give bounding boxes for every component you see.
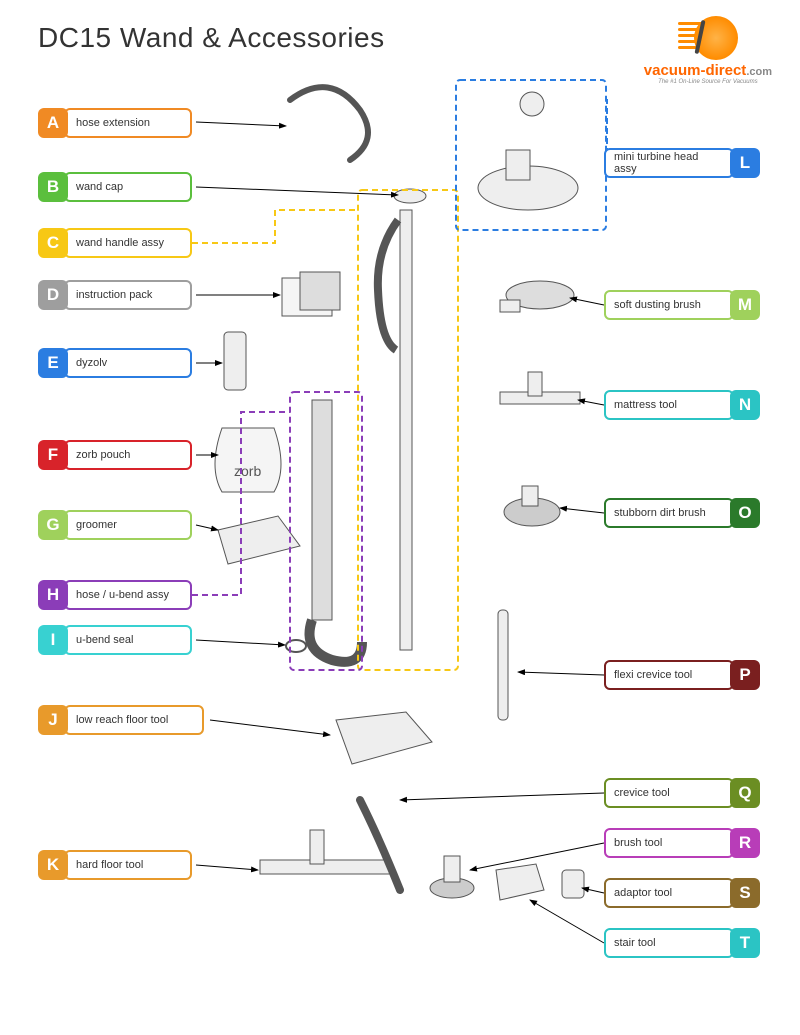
label-text-Q: crevice tool	[604, 778, 734, 808]
label-text-M: soft dusting brush	[604, 290, 734, 320]
label-letter-Q: Q	[730, 778, 760, 808]
arrow-P	[518, 672, 604, 675]
label-A: Ahose extension	[38, 108, 192, 138]
label-B: Bwand cap	[38, 172, 192, 202]
arrow-J	[210, 720, 330, 735]
arrow-M	[570, 298, 604, 305]
arrow-O	[560, 508, 604, 513]
label-text-E: dyzolv	[64, 348, 192, 378]
label-letter-O: O	[730, 498, 760, 528]
label-text-G: groomer	[64, 510, 192, 540]
arrow-Q	[400, 793, 604, 800]
arrow-A	[196, 122, 286, 126]
label-letter-I: I	[38, 625, 68, 655]
label-text-B: wand cap	[64, 172, 192, 202]
label-text-F: zorb pouch	[64, 440, 192, 470]
label-L: Lmini turbine head assy	[604, 148, 760, 178]
label-text-C: wand handle assy	[64, 228, 192, 258]
label-P: Pflexi crevice tool	[604, 660, 760, 690]
label-T: Tstair tool	[604, 928, 760, 958]
label-text-S: adaptor tool	[604, 878, 734, 908]
label-letter-M: M	[730, 290, 760, 320]
arrow-I	[196, 640, 285, 645]
dashed-box-L	[456, 80, 606, 230]
arrow-R	[470, 843, 604, 870]
label-C: Cwand handle assy	[38, 228, 192, 258]
dashed-box-C	[358, 190, 458, 670]
label-S: Sadaptor tool	[604, 878, 760, 908]
dashed-connector-H	[192, 412, 290, 595]
label-letter-K: K	[38, 850, 68, 880]
label-letter-G: G	[38, 510, 68, 540]
label-letter-E: E	[38, 348, 68, 378]
label-Q: Qcrevice tool	[604, 778, 760, 808]
arrow-B	[196, 187, 398, 195]
label-letter-N: N	[730, 390, 760, 420]
label-letter-C: C	[38, 228, 68, 258]
label-G: Ggroomer	[38, 510, 192, 540]
label-text-D: instruction pack	[64, 280, 192, 310]
label-D: Dinstruction pack	[38, 280, 192, 310]
label-text-L: mini turbine head assy	[604, 148, 734, 178]
label-text-H: hose / u-bend assy	[64, 580, 192, 610]
label-letter-R: R	[730, 828, 760, 858]
dashed-connector-C	[192, 210, 358, 243]
label-text-N: mattress tool	[604, 390, 734, 420]
label-F: Fzorb pouch	[38, 440, 192, 470]
arrow-T	[530, 900, 604, 943]
label-text-T: stair tool	[604, 928, 734, 958]
label-E: Edyzolv	[38, 348, 192, 378]
logo-mark	[678, 16, 738, 60]
logo-tagline: The #1 On-Line Source For Vacuums	[644, 79, 772, 85]
label-K: Khard floor tool	[38, 850, 192, 880]
label-letter-H: H	[38, 580, 68, 610]
label-text-P: flexi crevice tool	[604, 660, 734, 690]
svg-text:zorb: zorb	[234, 463, 261, 479]
label-O: Ostubborn dirt brush	[604, 498, 760, 528]
arrow-N	[578, 400, 604, 405]
label-letter-P: P	[730, 660, 760, 690]
label-letter-J: J	[38, 705, 68, 735]
label-I: Iu-bend seal	[38, 625, 192, 655]
label-letter-T: T	[730, 928, 760, 958]
label-letter-L: L	[730, 148, 760, 178]
label-J: Jlow reach floor tool	[38, 705, 204, 735]
label-text-I: u-bend seal	[64, 625, 192, 655]
label-text-A: hose extension	[64, 108, 192, 138]
label-H: Hhose / u-bend assy	[38, 580, 192, 610]
label-letter-S: S	[730, 878, 760, 908]
arrow-G	[196, 525, 218, 530]
label-letter-D: D	[38, 280, 68, 310]
arrow-S	[582, 888, 604, 893]
brand-logo: vacuum-direct.com The #1 On-Line Source …	[644, 16, 772, 85]
logo-text: vacuum-direct.com	[644, 62, 772, 79]
label-text-O: stubborn dirt brush	[604, 498, 734, 528]
arrow-K	[196, 865, 258, 870]
label-text-R: brush tool	[604, 828, 734, 858]
label-text-J: low reach floor tool	[64, 705, 204, 735]
label-letter-B: B	[38, 172, 68, 202]
page-title: DC15 Wand & Accessories	[38, 22, 385, 54]
label-letter-F: F	[38, 440, 68, 470]
label-N: Nmattress tool	[604, 390, 760, 420]
label-R: Rbrush tool	[604, 828, 760, 858]
dashed-box-H	[290, 392, 362, 670]
label-text-K: hard floor tool	[64, 850, 192, 880]
label-letter-A: A	[38, 108, 68, 138]
label-M: Msoft dusting brush	[604, 290, 760, 320]
